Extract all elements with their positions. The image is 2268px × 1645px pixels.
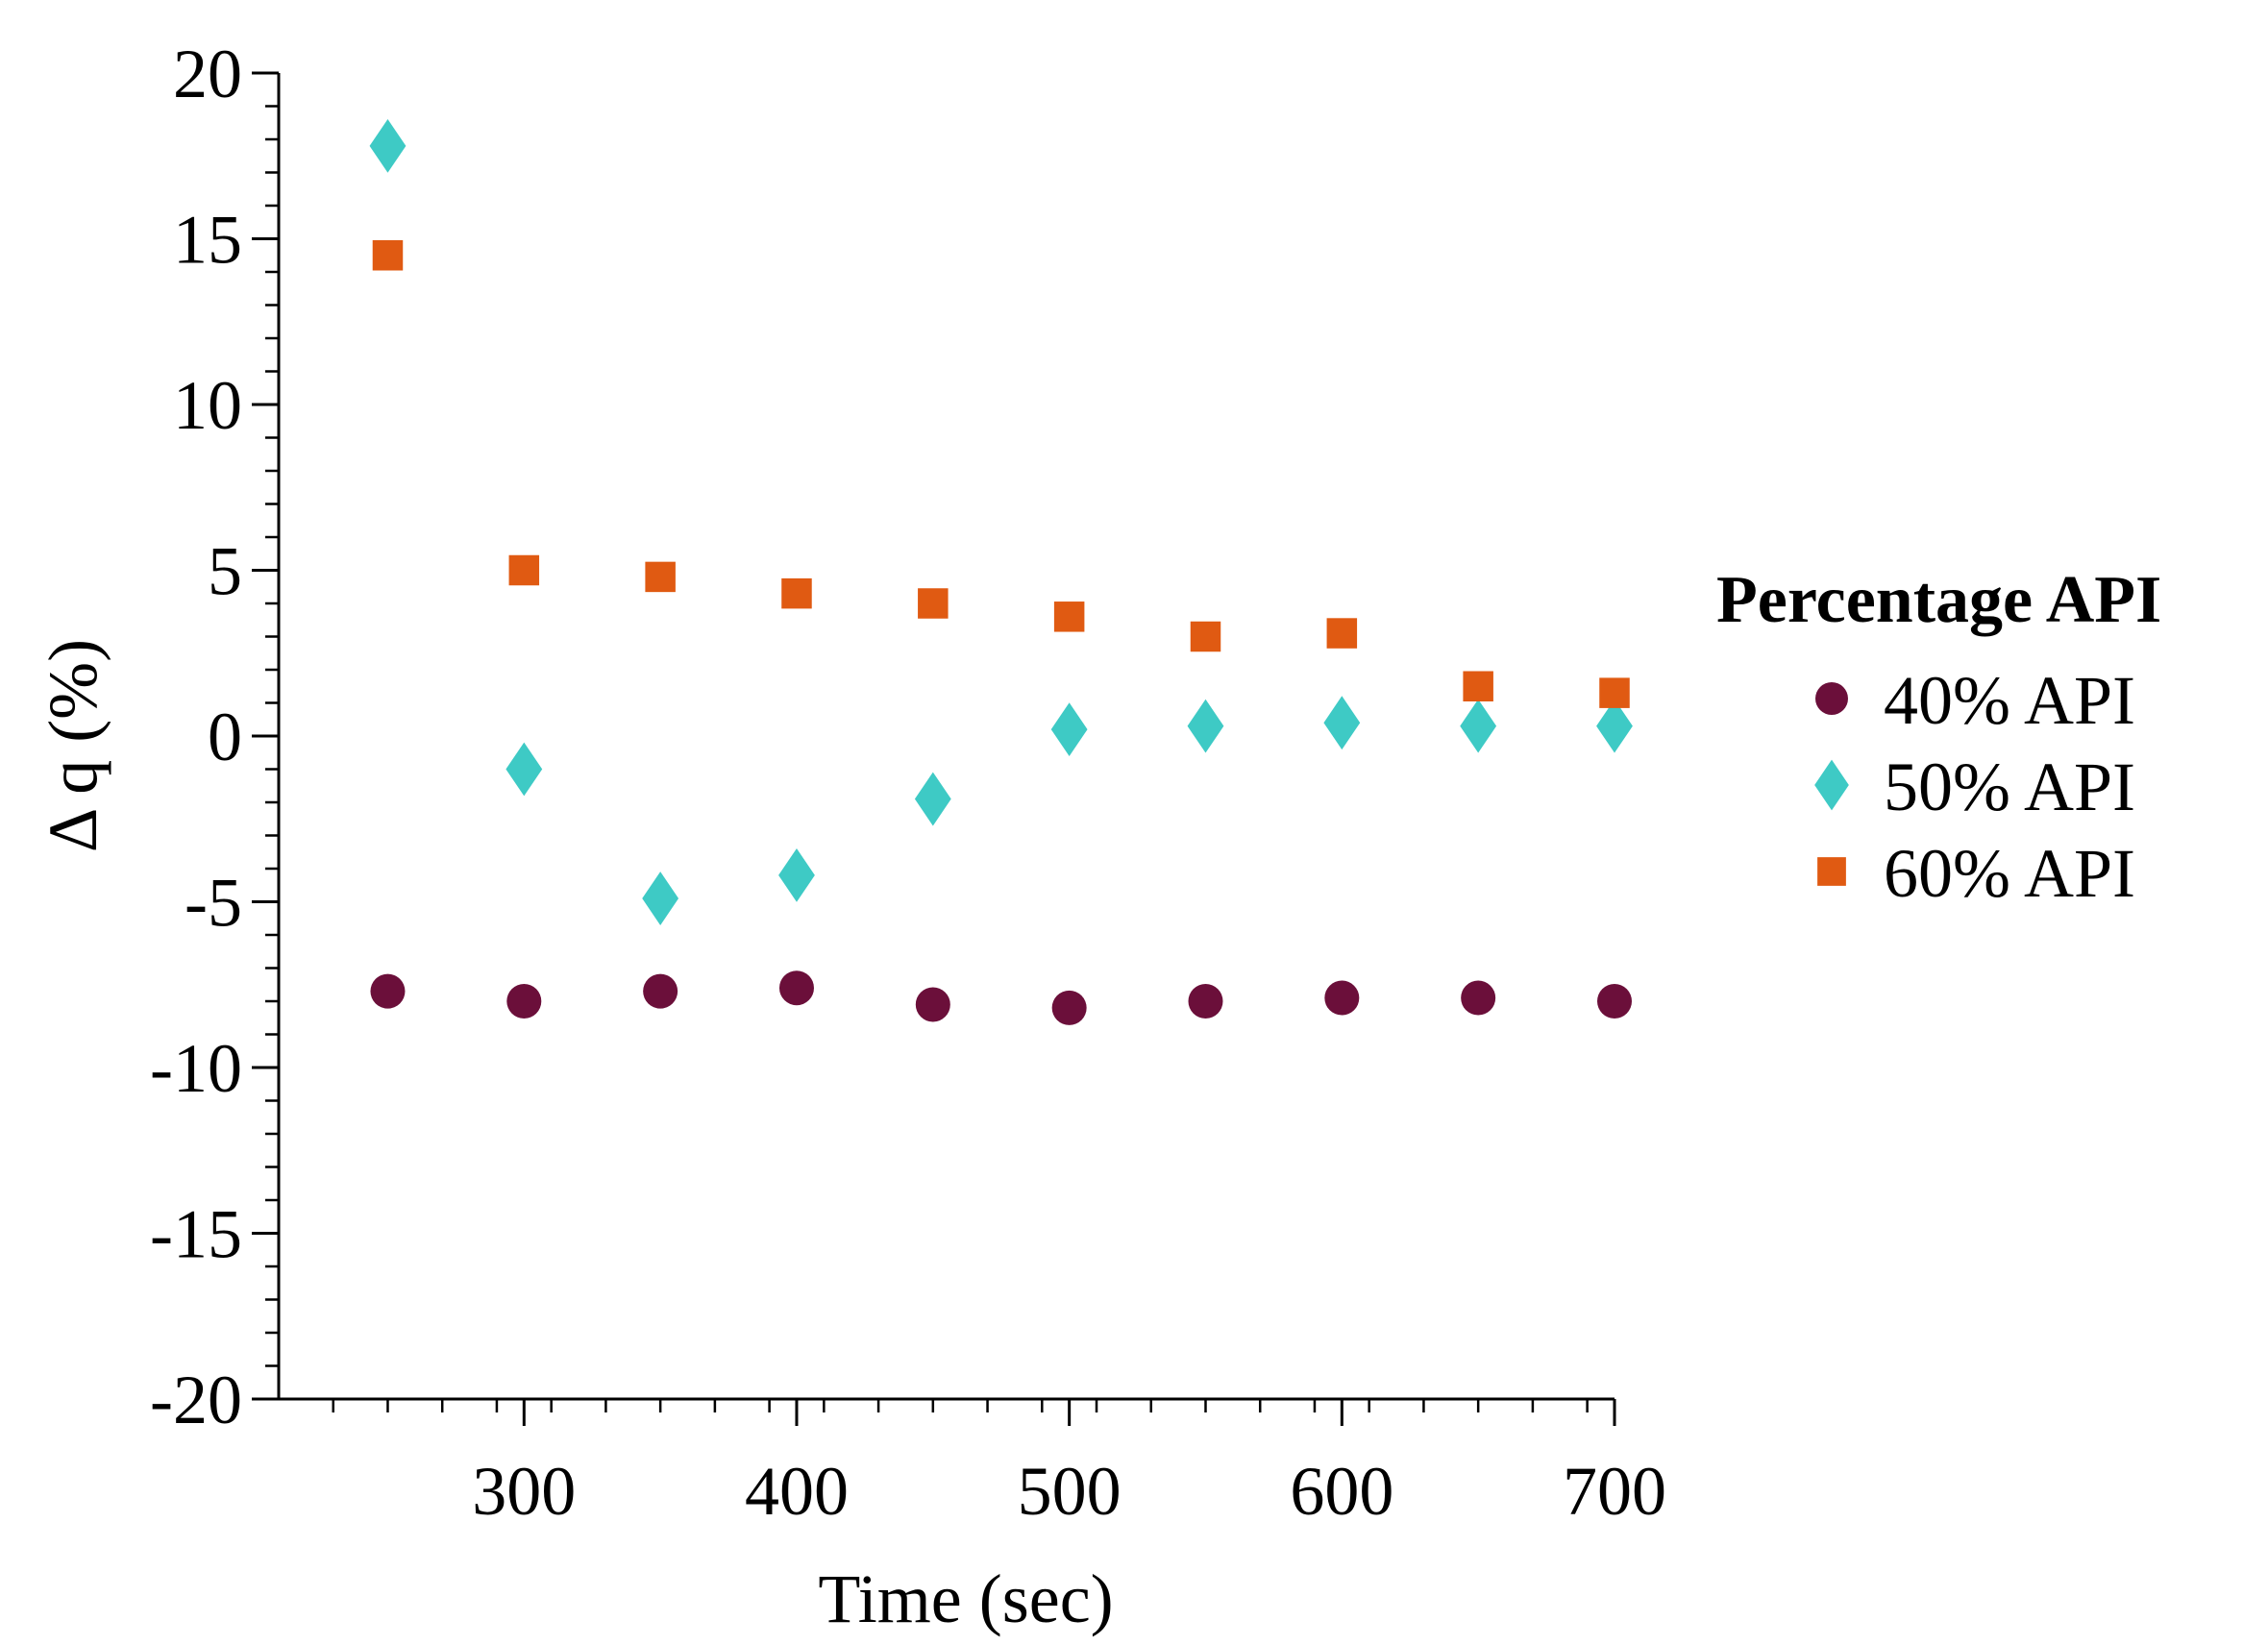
axes-group xyxy=(277,73,1615,1401)
legend-item: 40% API xyxy=(1815,662,2135,739)
x-tick-label: 300 xyxy=(472,1453,576,1530)
y-tick-label: 5 xyxy=(208,533,242,610)
y-tick-label: -5 xyxy=(185,865,242,942)
data-point xyxy=(1461,980,1496,1016)
data-point xyxy=(1596,699,1633,753)
data-point xyxy=(1323,696,1361,750)
data-point xyxy=(914,772,951,826)
x-tick-label: 600 xyxy=(1290,1453,1393,1530)
x-tick-label: 500 xyxy=(1018,1453,1122,1530)
y-tick-label: 0 xyxy=(208,699,242,775)
data-point xyxy=(781,577,812,609)
y-axis-title: Δ q (%) xyxy=(35,639,111,852)
data-point xyxy=(1326,618,1358,649)
data-point xyxy=(1188,984,1223,1019)
series-60-api xyxy=(372,240,1630,708)
legend-item: 60% API xyxy=(1817,835,2135,912)
data-point xyxy=(778,970,814,1006)
data-point xyxy=(915,987,950,1022)
data-point xyxy=(778,848,815,902)
data-point xyxy=(1053,602,1085,632)
legend: Percentage API 40% API 50% API 60% API xyxy=(1716,563,2161,912)
y-tick-label: 15 xyxy=(173,202,242,279)
legend-items: 40% API 50% API 60% API xyxy=(1814,662,2135,912)
y-tick-label: -15 xyxy=(150,1196,242,1273)
data-points-group xyxy=(369,119,1633,1025)
legend-label: 40% API xyxy=(1884,662,2135,739)
data-point xyxy=(369,119,407,173)
x-tick-label: 400 xyxy=(745,1453,849,1530)
data-point xyxy=(1597,984,1632,1019)
y-tick-label: 20 xyxy=(173,36,242,112)
data-point xyxy=(1460,699,1497,753)
legend-title: Percentage API xyxy=(1716,563,2161,637)
y-tick-label: -10 xyxy=(150,1030,242,1107)
ticks-group: -20 -15 -10 -5 0 5 10 15 20 300 400 500 600 700 xyxy=(150,36,1666,1530)
x-axis-title: Time (sec) xyxy=(818,1560,1113,1637)
legend-marker-circle xyxy=(1815,682,1848,715)
data-point xyxy=(508,554,540,586)
data-point xyxy=(1187,699,1224,753)
data-point xyxy=(918,588,949,619)
legend-marker-diamond xyxy=(1814,759,1849,811)
data-point xyxy=(1463,671,1493,701)
data-point xyxy=(370,973,406,1009)
series-50-api xyxy=(369,119,1633,925)
data-point xyxy=(1050,702,1088,756)
data-point xyxy=(643,973,678,1009)
x-tick-label: 700 xyxy=(1563,1453,1666,1530)
data-point xyxy=(642,872,679,925)
data-point xyxy=(506,984,542,1019)
legend-marker-square xyxy=(1817,857,1846,886)
data-point xyxy=(645,561,676,593)
data-point xyxy=(1599,677,1630,708)
data-point xyxy=(1051,990,1087,1025)
y-tick-label: 10 xyxy=(173,367,242,444)
data-point xyxy=(372,240,404,271)
data-point xyxy=(1190,621,1221,652)
series-40-api xyxy=(370,970,1632,1025)
legend-label: 60% API xyxy=(1884,835,2135,912)
legend-item: 50% API xyxy=(1814,749,2135,825)
data-point xyxy=(505,742,543,797)
data-point xyxy=(1324,980,1360,1016)
y-tick-label: -20 xyxy=(150,1362,242,1438)
legend-label: 50% API xyxy=(1884,749,2135,825)
